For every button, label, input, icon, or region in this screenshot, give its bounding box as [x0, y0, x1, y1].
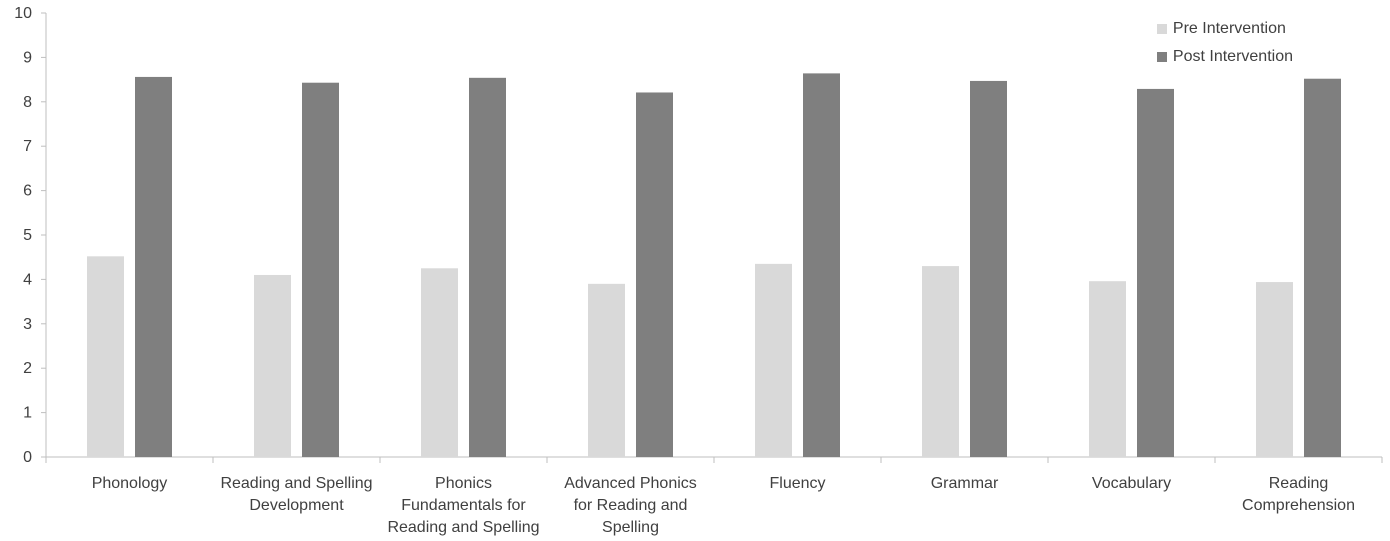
legend-label-pre: Pre Intervention	[1172, 20, 1286, 37]
legend-label-post: Post Intervention	[1172, 48, 1293, 65]
y-tick-label: 2	[23, 360, 32, 377]
x-category-label: Vocabulary	[1092, 475, 1171, 492]
x-category-label-line: Reading	[1269, 475, 1329, 492]
x-category-label-line: Grammar	[931, 475, 999, 492]
bar-pre-intervention	[588, 283, 625, 457]
x-category-label-line: Advanced Phonics	[564, 475, 697, 492]
x-category-label-line: Reading and Spelling	[387, 519, 539, 536]
y-tick-label: 5	[23, 227, 32, 244]
bar-post-intervention	[1304, 78, 1341, 457]
x-category-label: Phonics Fundamentals for Reading and Spell…	[387, 475, 539, 536]
bar-pre-intervention	[87, 256, 124, 457]
bar-pre-intervention	[1256, 282, 1293, 457]
bar-pre-intervention	[421, 268, 458, 457]
y-tick-label: 3	[23, 316, 32, 333]
legend-item-post: Post Intervention	[1156, 43, 1293, 71]
bar-post-intervention	[803, 73, 840, 457]
x-category-label: Fluency	[769, 475, 825, 492]
legend-swatch-post	[1156, 52, 1167, 62]
x-category-label-line: Vocabulary	[1092, 475, 1171, 492]
x-category-label: Grammar	[931, 475, 999, 492]
bar-post-intervention	[135, 76, 172, 457]
bar-post-intervention	[302, 82, 339, 457]
x-category-label-line: Phonics	[435, 475, 492, 492]
x-category-label-line: Development	[249, 497, 344, 514]
bar-pre-intervention	[755, 263, 792, 457]
legend-item-pre: Pre Intervention	[1156, 15, 1293, 43]
x-category-label-line: Comprehension	[1242, 497, 1355, 514]
y-tick-label: 9	[23, 49, 32, 66]
x-category-label-line: Fluency	[769, 475, 825, 492]
y-tick-label: 10	[14, 5, 32, 22]
bar-post-intervention	[970, 80, 1007, 457]
bar-pre-intervention	[1089, 281, 1126, 457]
bar-pre-intervention	[922, 266, 959, 457]
x-category-label-line: for Reading and	[574, 497, 688, 514]
x-category-label: Advanced Phonics for Reading and Spelling	[564, 475, 697, 536]
x-category-label: Reading Comprehension	[1242, 475, 1355, 514]
x-category-label-line: Spelling	[602, 519, 659, 536]
bar-post-intervention	[1137, 88, 1174, 457]
x-category-label-line: Fundamentals for	[401, 497, 526, 514]
y-tick-label: 7	[23, 138, 32, 155]
y-tick-label: 8	[23, 94, 32, 111]
bar-post-intervention	[469, 77, 506, 457]
x-category-label: Reading and Spelling Development	[220, 475, 372, 514]
legend: Pre Intervention Post Intervention	[1156, 15, 1293, 71]
x-category-label: Phonology	[92, 475, 168, 492]
y-tick-label: 4	[23, 271, 32, 288]
bar-pre-intervention	[254, 274, 291, 457]
legend-swatch-pre	[1156, 24, 1167, 34]
y-tick-label: 6	[23, 183, 32, 200]
y-tick-label: 1	[23, 405, 32, 422]
y-tick-label: 0	[23, 449, 32, 466]
x-category-label-line: Phonology	[92, 475, 168, 492]
bar-post-intervention	[636, 92, 673, 457]
x-category-label-line: Reading and Spelling	[220, 475, 372, 492]
